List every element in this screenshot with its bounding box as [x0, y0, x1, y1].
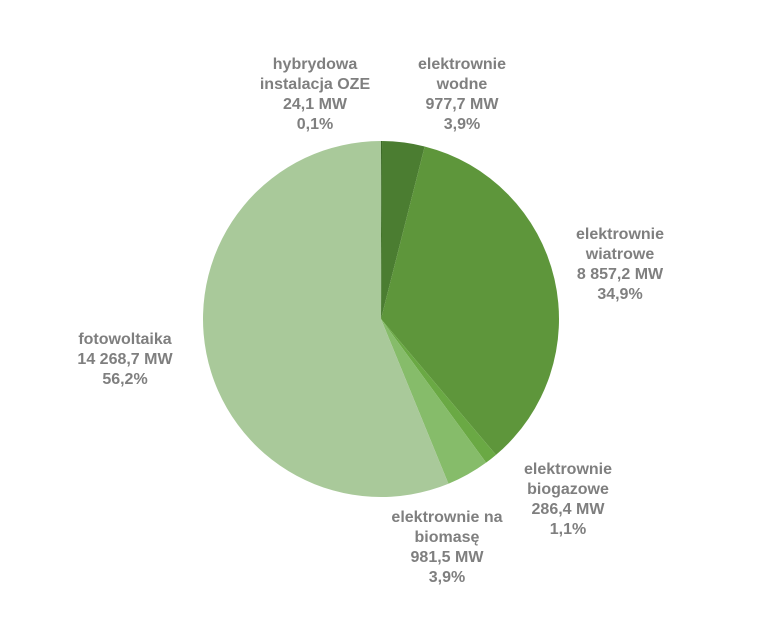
category-label: elektrownie na biomasę — [391, 509, 503, 546]
value-label: 14 268,7 MW — [77, 351, 173, 368]
pie-slice — [203, 141, 449, 497]
percent-label: 1,1% — [549, 521, 587, 538]
category-label: elektrownie wodne — [417, 56, 507, 93]
slice-label: fotowoltaika 14 268,7 MW 56,2% — [50, 330, 200, 390]
slice-label: elektrownie biogazowe 286,4 MW 1,1% — [508, 460, 628, 540]
value-label: 24,1 MW — [282, 96, 347, 113]
percent-label: 0,1% — [296, 116, 334, 133]
percent-label: 3,9% — [428, 569, 466, 586]
pie-slice — [381, 146, 559, 455]
value-label: 286,4 MW — [531, 501, 605, 518]
value-label: 977,7 MW — [425, 96, 499, 113]
category-label: fotowoltaika — [78, 331, 172, 348]
pie-slice — [381, 141, 425, 319]
slice-label: elektrownie na biomasę 981,5 MW 3,9% — [372, 508, 522, 588]
percent-label: 56,2% — [102, 371, 148, 388]
percent-label: 34,9% — [597, 286, 643, 303]
pie-slice — [381, 319, 487, 484]
pie-slice — [381, 319, 496, 463]
slice-label: hybrydowa instalacja OZE 24,1 MW 0,1% — [245, 55, 385, 135]
value-label: 981,5 MW — [410, 549, 484, 566]
category-label: hybrydowa instalacja OZE — [259, 56, 371, 93]
slice-label: elektrownie wodne 977,7 MW 3,9% — [402, 55, 522, 135]
slice-label: elektrownie wiatrowe 8 857,2 MW 34,9% — [560, 225, 680, 305]
pie-slice — [381, 141, 383, 319]
category-label: elektrownie biogazowe — [523, 461, 613, 498]
category-label: elektrownie wiatrowe — [575, 226, 665, 263]
value-label: 8 857,2 MW — [576, 266, 664, 283]
percent-label: 3,9% — [443, 116, 481, 133]
